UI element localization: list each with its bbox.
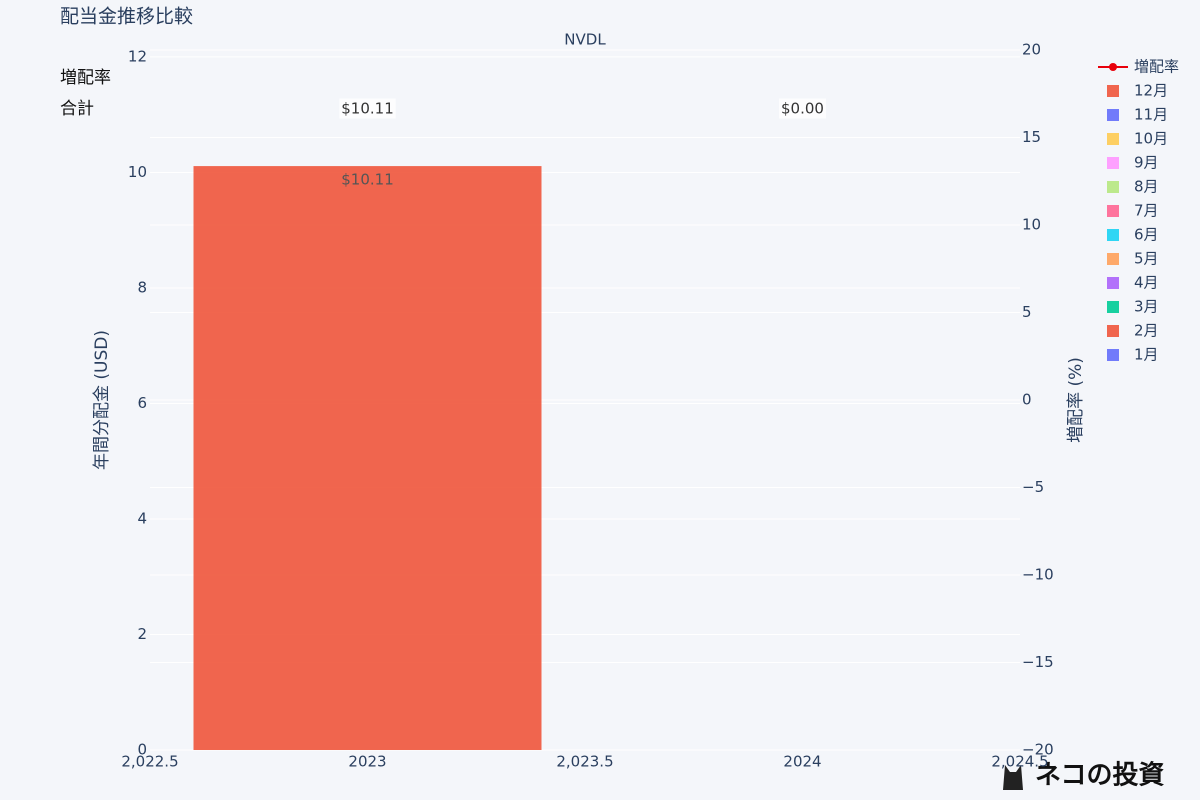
y2-tick-label: 0 (1022, 391, 1032, 409)
total-label: $0.00 (781, 100, 824, 118)
legend-label: 11月 (1134, 106, 1168, 124)
legend-label: 4月 (1134, 274, 1159, 292)
y2-tick-label: −15 (1022, 653, 1054, 671)
legend-swatch (1107, 109, 1119, 121)
y-tick-label: 4 (137, 509, 147, 527)
y2-tick-label: −20 (1022, 741, 1054, 759)
y-axis-label: 年間分配金 (USD) (92, 330, 112, 470)
total-label-bg (339, 98, 396, 119)
x-tick-label: 2,023.5 (556, 753, 613, 771)
total-label: $10.11 (341, 100, 394, 118)
y2-axis-label: 増配率 (%) (1066, 357, 1086, 443)
total-label-bg (779, 98, 826, 119)
legend-swatch (1107, 157, 1119, 169)
legend-label: 10月 (1134, 130, 1168, 148)
y2-tick-label: −10 (1022, 566, 1054, 584)
bar (193, 166, 542, 750)
chart-title: 配当金推移比較 (60, 6, 193, 28)
legend-label: 8月 (1134, 178, 1159, 196)
y2-tick-label: 20 (1022, 41, 1041, 59)
growth-row-label: 増配率 (60, 68, 111, 88)
legend-label: 増配率 (1134, 58, 1179, 76)
x-tick-label: 2,022.5 (121, 753, 178, 771)
legend-label: 7月 (1134, 202, 1159, 220)
legend-swatch (1107, 229, 1119, 241)
y2-tick-label: 15 (1022, 128, 1041, 146)
legend-marker (1109, 63, 1117, 71)
bar-value-label: $10.11 (341, 171, 394, 189)
y-tick-label: 12 (128, 47, 147, 65)
legend-label: 6月 (1134, 226, 1159, 244)
y-tick-label: 8 (137, 278, 147, 296)
legend-label: 12月 (1134, 82, 1168, 100)
y-tick-label: 10 (128, 163, 147, 181)
legend-label: 5月 (1134, 250, 1159, 268)
legend-swatch (1107, 253, 1119, 265)
legend-label: 3月 (1134, 298, 1159, 316)
legend-swatch (1107, 277, 1119, 289)
legend-swatch (1107, 325, 1119, 337)
legend-swatch (1107, 181, 1119, 193)
legend-swatch (1107, 205, 1119, 217)
legend-swatch (1107, 133, 1119, 145)
y-tick-label: 0 (137, 741, 147, 759)
x-tick-label: 2023 (348, 753, 386, 771)
y2-tick-label: 5 (1022, 303, 1032, 321)
y2-tick-label: 10 (1022, 216, 1041, 234)
legend-swatch (1107, 349, 1119, 361)
cat-icon (1003, 765, 1023, 790)
legend-label: 1月 (1134, 346, 1159, 364)
x-tick-label: 2,024.5 (991, 753, 1048, 771)
x-tick-label: 2024 (783, 753, 821, 771)
legend-swatch (1107, 301, 1119, 313)
watermark: ネコの投資 (1035, 761, 1164, 791)
y2-tick-label: −5 (1022, 478, 1044, 496)
watermark-group: ネコの投資 (1003, 761, 1164, 791)
total-row-label: 合計 (60, 99, 94, 119)
legend-swatch (1107, 85, 1119, 97)
legend-label: 2月 (1134, 322, 1159, 340)
legend-label: 9月 (1134, 154, 1159, 172)
y-tick-label: 6 (137, 394, 147, 412)
subplot-title: NVDL (564, 31, 606, 49)
y-tick-label: 2 (137, 625, 147, 643)
